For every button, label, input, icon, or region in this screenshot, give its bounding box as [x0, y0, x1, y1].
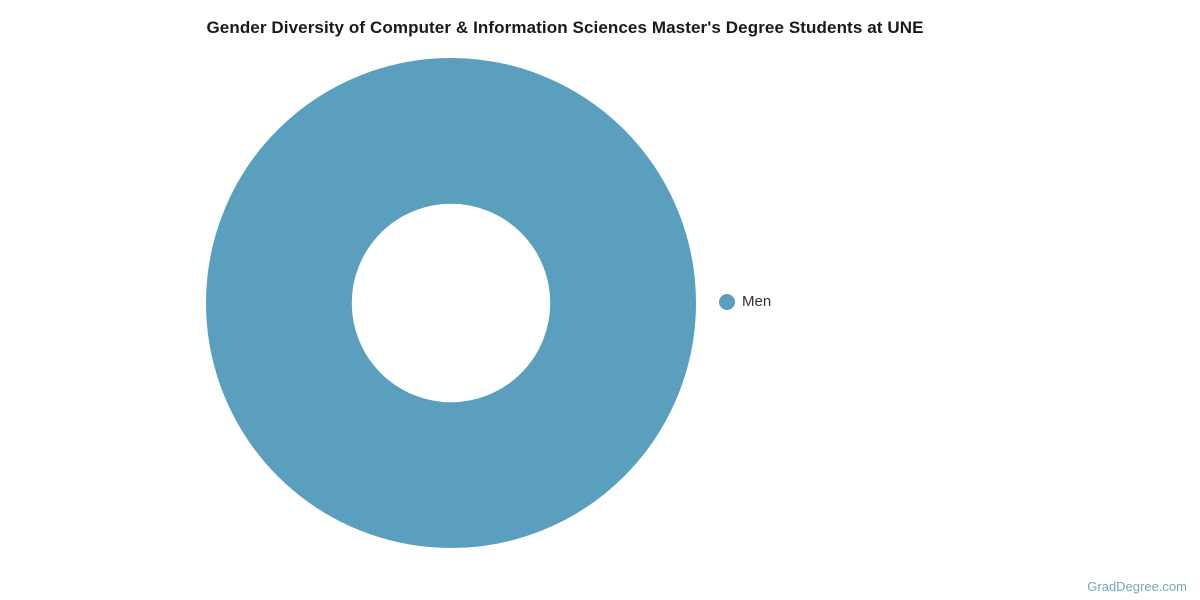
legend-item-men[interactable]: Men [719, 293, 771, 311]
watermark[interactable]: GradDegree.com [1087, 579, 1187, 594]
donut-chart [206, 58, 696, 548]
legend: Men [719, 293, 771, 311]
chart-title: Gender Diversity of Computer & Informati… [206, 18, 924, 37]
legend-label: Men [742, 293, 772, 310]
legend-dot-icon [719, 294, 735, 310]
donut-slice-men[interactable] [206, 58, 696, 548]
